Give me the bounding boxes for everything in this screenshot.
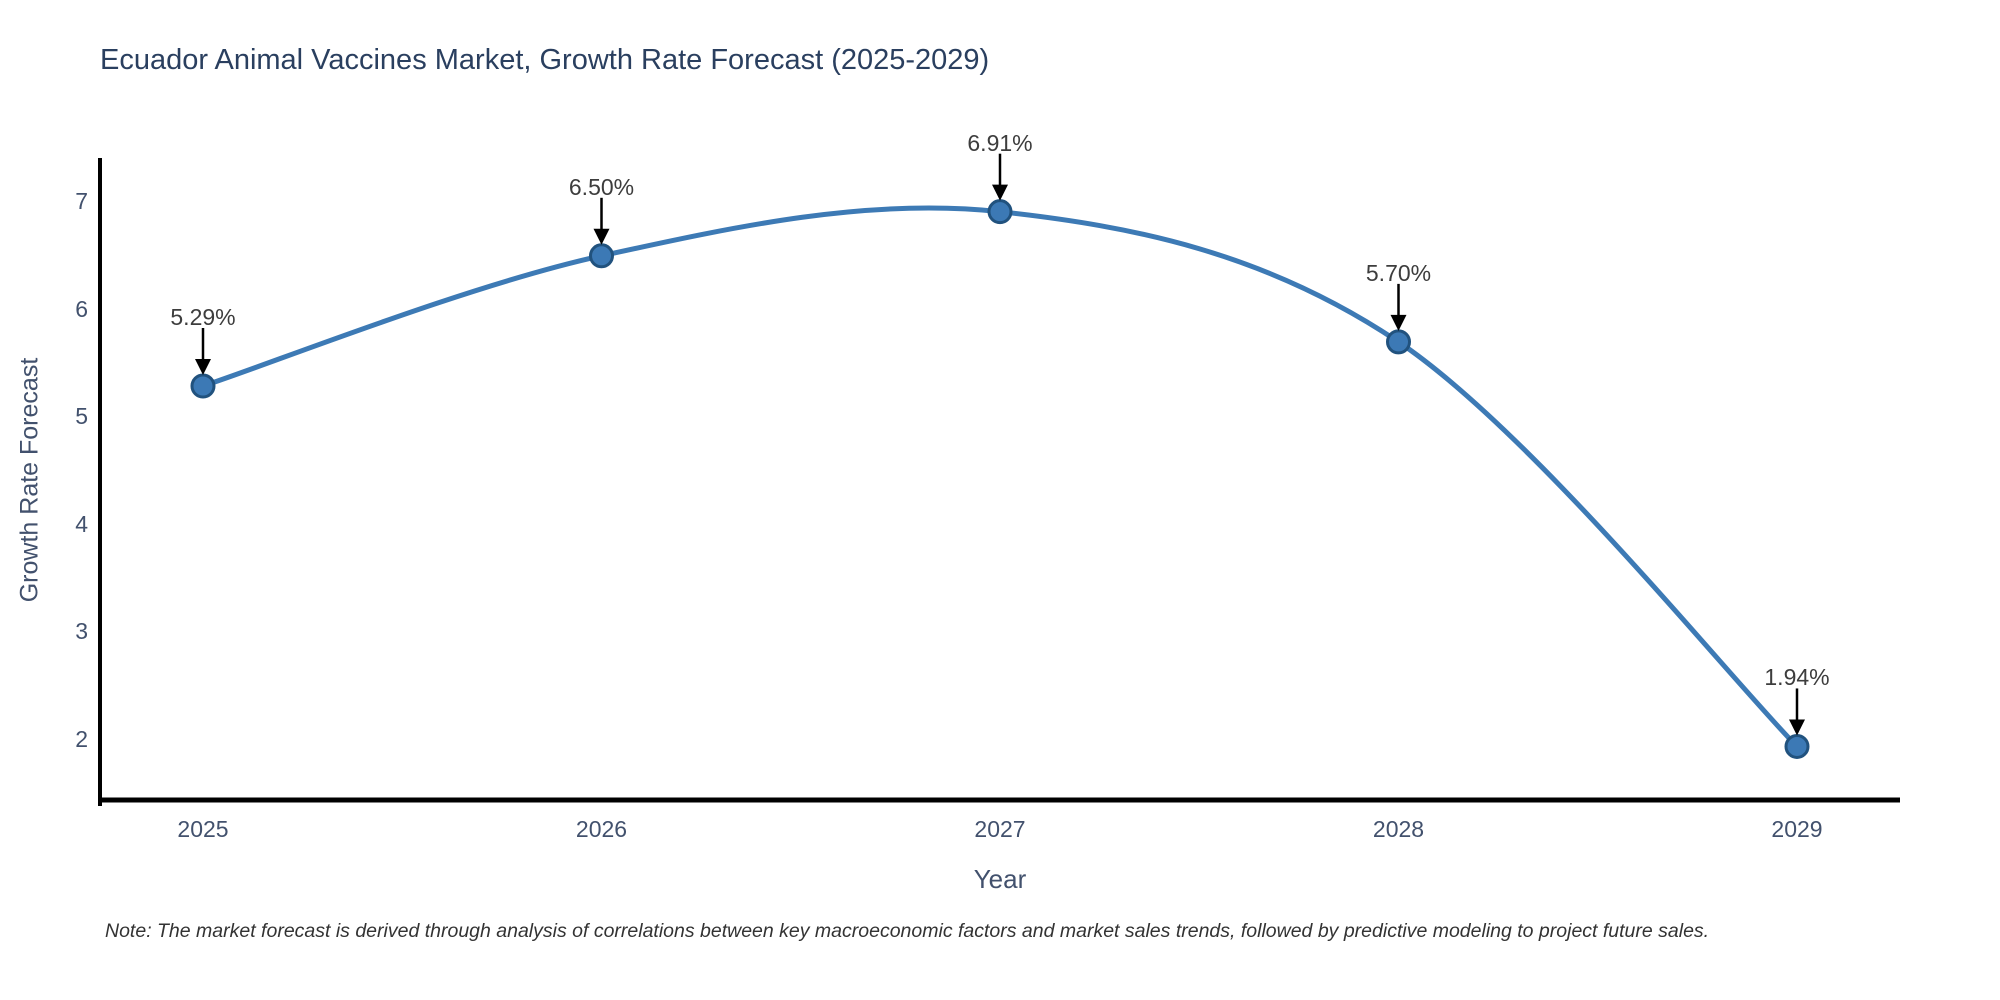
footnote: Note: The market forecast is derived thr…: [105, 920, 1710, 942]
y-tick-label-2: 2: [75, 726, 88, 752]
data-point-2027: [987, 199, 1013, 225]
y-tick-label-4: 4: [75, 510, 88, 537]
x-tick-label-2025: 2025: [177, 816, 229, 842]
point-annotation-2025: 5.29%: [170, 303, 236, 330]
y-tick-label-6: 6: [75, 295, 88, 322]
data-point-2029: [1784, 733, 1810, 759]
point-annotation-2027: 6.91%: [967, 129, 1033, 156]
arrow-head-icon: [992, 184, 1008, 201]
x-tick-label-2029: 2029: [1771, 816, 1823, 842]
arrow-head-icon: [1789, 719, 1805, 736]
x-axis-title: Year: [973, 864, 1027, 894]
data-point-2028: [1386, 329, 1411, 355]
y-axis-title: Growth Rate Forecast: [15, 357, 44, 603]
arrow-head-icon: [195, 358, 211, 375]
arrow-head-icon: [593, 228, 610, 245]
data-point-2026: [589, 243, 614, 269]
y-tick-label-3: 3: [75, 618, 88, 645]
chart-title: Ecuador Animal Vaccines Market, Growth R…: [100, 44, 990, 76]
annotation-arrows: [195, 153, 1805, 736]
x-tick-label-2026: 2026: [575, 816, 628, 842]
point-annotation-2029: 1.94%: [1764, 664, 1830, 691]
y-tick-label-5: 5: [75, 403, 88, 430]
arrow-head-icon: [1390, 314, 1407, 331]
x-tick-label-2027: 2027: [974, 816, 1026, 842]
point-annotation-2026: 6.50%: [568, 173, 635, 200]
point-annotation-2028: 5.70%: [1365, 259, 1432, 286]
x-tick-label-2028: 2028: [1372, 816, 1425, 842]
forecast-line-series: [200, 205, 1800, 749]
y-tick-label-7: 7: [75, 188, 88, 214]
data-point-markers: [190, 199, 1810, 759]
data-point-2025: [190, 373, 216, 399]
